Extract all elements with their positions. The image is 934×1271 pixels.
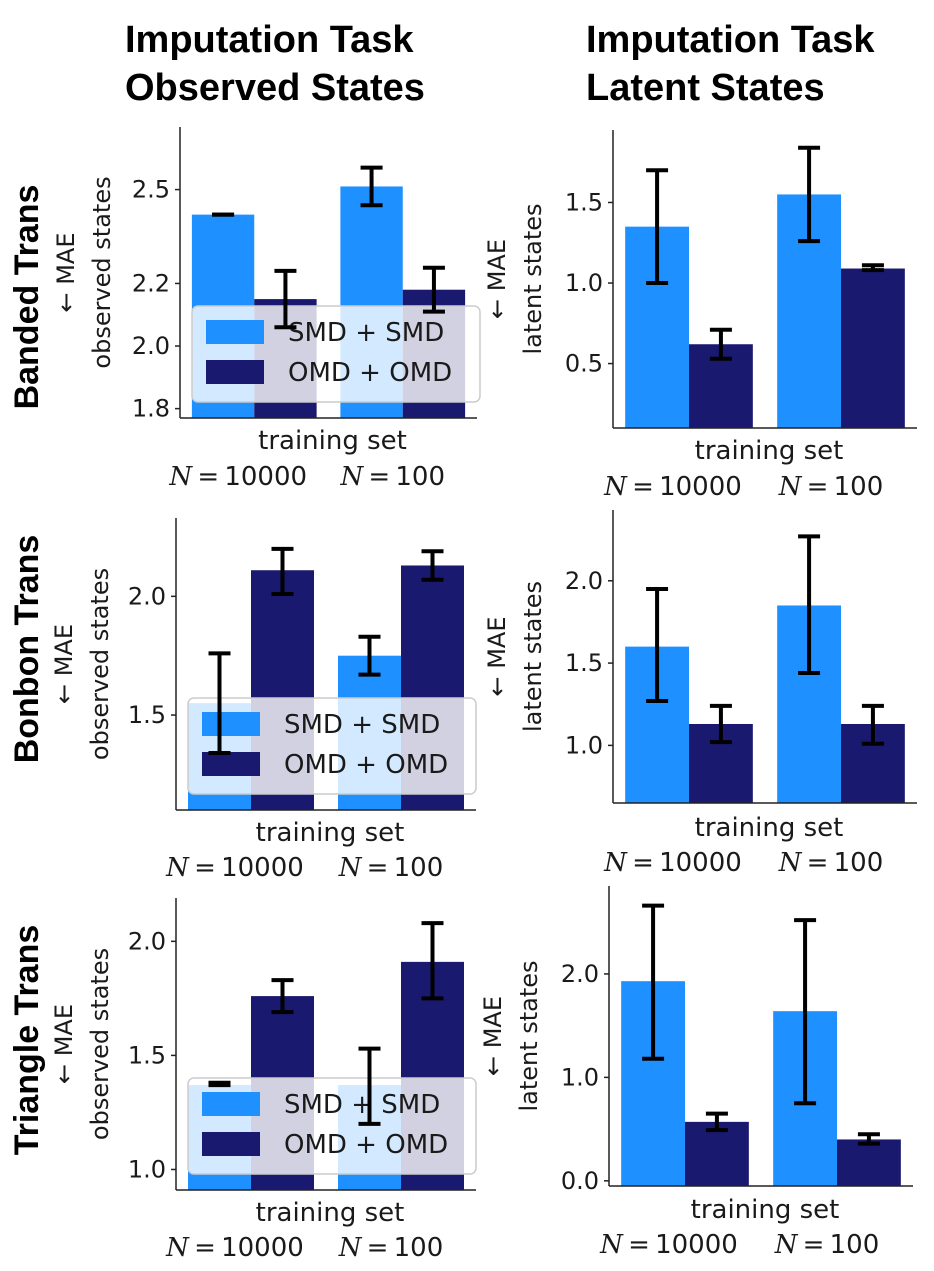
row-title-bonbon: Bonbon Trans	[8, 535, 46, 764]
y-axis-label-line-2: latent states	[519, 203, 547, 354]
y-tick-label: 0.5	[565, 350, 603, 378]
y-tick-label: 1.0	[128, 1155, 166, 1183]
y-tick-label: 2.0	[561, 960, 599, 988]
y-tick-label: 0.0	[561, 1167, 599, 1195]
chart-banded-latent: 0.5 1.0 1.5 ← MAE latent states training set N…	[483, 130, 917, 502]
category-label-1: N = 100	[774, 1230, 880, 1260]
x-axis-label: training set	[691, 1195, 840, 1225]
y-axis-label-line-2: observed states	[86, 568, 114, 760]
chart-triangle-observed: SMD + SMD OMD + OMD 1.0 1.5 2.0 ← MAE observed…	[50, 898, 477, 1263]
legend-swatch-omd	[202, 752, 260, 776]
y-tick-label: 1.5	[565, 188, 603, 216]
y-axis-label-line-2: observed states	[86, 948, 114, 1140]
y-tick-label: 1.0	[565, 731, 603, 759]
y-axis-label-line-1: ← MAE	[50, 1004, 78, 1084]
y-tick-label: 1.8	[132, 395, 170, 423]
bar-omd-0	[685, 1121, 749, 1186]
legend-label-omd: OMD + OMD	[284, 1130, 448, 1160]
y-tick-label: 1.5	[128, 1041, 166, 1069]
legend-swatch-smd	[202, 1092, 260, 1116]
category-label-1: N = 100	[778, 472, 884, 502]
legend-swatch-omd	[202, 1132, 260, 1156]
y-axis-label-line-1: ← MAE	[479, 996, 507, 1076]
y-tick-label: 2.2	[132, 269, 170, 297]
chart-bonbon-observed: SMD + SMD OMD + OMD 1.5 2.0 ← MAE observed st…	[50, 518, 477, 883]
legend-label-omd: OMD + OMD	[284, 750, 448, 780]
y-tick-label: 1.0	[565, 269, 603, 297]
category-label-1: N = 100	[338, 1233, 444, 1263]
legend-label-smd: SMD + SMD	[284, 1090, 440, 1120]
category-label-0: N = 10000	[599, 1230, 738, 1260]
x-axis-label: training set	[695, 813, 844, 843]
x-axis-label: training set	[258, 426, 407, 456]
col-title-1-line-2: Latent States	[586, 67, 825, 109]
legend-swatch-smd	[202, 712, 260, 736]
category-label-0: N = 10000	[603, 848, 742, 878]
category-label-0: N = 10000	[603, 472, 742, 502]
y-axis-label-line-2: latent states	[515, 960, 543, 1111]
y-tick-label: 2.0	[132, 332, 170, 360]
category-label-1: N = 100	[339, 462, 445, 492]
col-title-1-line-1: Imputation Task	[586, 19, 875, 61]
legend-label-smd: SMD + SMD	[288, 318, 444, 348]
y-tick-label: 2.5	[132, 176, 170, 204]
y-tick-label: 2.0	[128, 582, 166, 610]
row-title-triangle: Triangle Trans	[8, 925, 46, 1156]
chart-banded-observed: SMD + SMD OMD + OMD 1.8 2.0 2.2 2.5 ← MAE obser…	[52, 127, 481, 492]
category-label-0: N = 10000	[168, 462, 307, 492]
category-label-1: N = 100	[338, 853, 444, 883]
bar-omd-1	[837, 1139, 901, 1186]
x-axis-label: training set	[256, 1198, 405, 1228]
y-tick-label: 2.0	[565, 567, 603, 595]
legend-label-omd: OMD + OMD	[288, 358, 452, 388]
category-label-1: N = 100	[778, 848, 884, 878]
y-axis-label-line-1: ← MAE	[483, 239, 511, 319]
y-tick-label: 1.5	[128, 701, 166, 729]
chart-bonbon-latent: 1.0 1.5 2.0 ← MAE latent states training set N…	[483, 510, 917, 878]
category-label-0: N = 10000	[165, 853, 304, 883]
y-axis-label-line-1: ← MAE	[483, 616, 511, 696]
legend-swatch-omd	[206, 360, 264, 384]
y-axis-label-line-2: latent states	[519, 581, 547, 732]
y-tick-label: 1.5	[565, 649, 603, 677]
category-label-0: N = 10000	[165, 1233, 304, 1263]
row-title-banded: Banded Trans	[8, 185, 46, 410]
col-title-0-line-2: Observed States	[125, 67, 425, 109]
y-axis-label-line-1: ← MAE	[50, 624, 78, 704]
y-axis-label-line-1: ← MAE	[52, 232, 80, 312]
x-axis-label: training set	[695, 436, 844, 466]
legend-label-smd: SMD + SMD	[284, 710, 440, 740]
x-axis-label: training set	[256, 818, 405, 848]
chart-triangle-latent: 0.0 1.0 2.0 ← MAE latent states training set N…	[479, 886, 913, 1260]
legend-swatch-smd	[206, 320, 264, 344]
y-tick-label: 2.0	[128, 927, 166, 955]
col-title-0-line-1: Imputation Task	[125, 19, 414, 61]
y-axis-label-line-2: observed states	[88, 176, 116, 368]
y-tick-label: 1.0	[561, 1063, 599, 1091]
bar-omd-1	[841, 268, 905, 428]
